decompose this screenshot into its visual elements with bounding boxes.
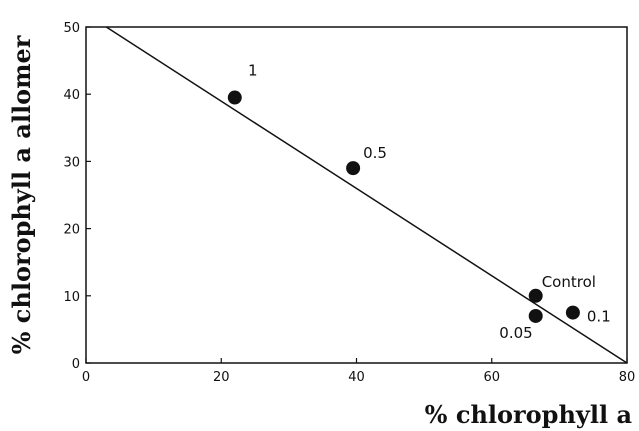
y-tick-label: 50 — [63, 21, 80, 36]
point-label: Control — [542, 273, 596, 291]
data-point — [528, 288, 543, 303]
data-point — [528, 308, 543, 323]
y-tick-label: 0 — [72, 357, 80, 372]
x-tick-label: 80 — [619, 370, 636, 385]
y-tick-label: 20 — [63, 223, 80, 238]
x-tick-label: 0 — [82, 370, 90, 385]
point-label: 0.05 — [499, 324, 532, 342]
y-tick-label: 30 — [63, 155, 80, 170]
point-label: 0.1 — [587, 308, 611, 326]
x-tick-label: 20 — [213, 370, 230, 385]
point-label: 0.5 — [363, 144, 387, 162]
y-axis-title: % chlorophyll a allomer — [7, 35, 36, 354]
y-tick-label: 10 — [63, 290, 80, 305]
plot-frame — [85, 26, 628, 364]
point-label: 1 — [248, 62, 258, 80]
data-point — [346, 161, 361, 176]
fit-line — [105, 26, 628, 364]
data-point — [227, 90, 242, 105]
x-tick-label: 40 — [348, 370, 365, 385]
x-tick-label: 60 — [483, 370, 500, 385]
y-tick-label: 40 — [63, 88, 80, 103]
data-point — [565, 305, 580, 320]
x-axis-title: % chlorophyll a — [425, 400, 632, 429]
